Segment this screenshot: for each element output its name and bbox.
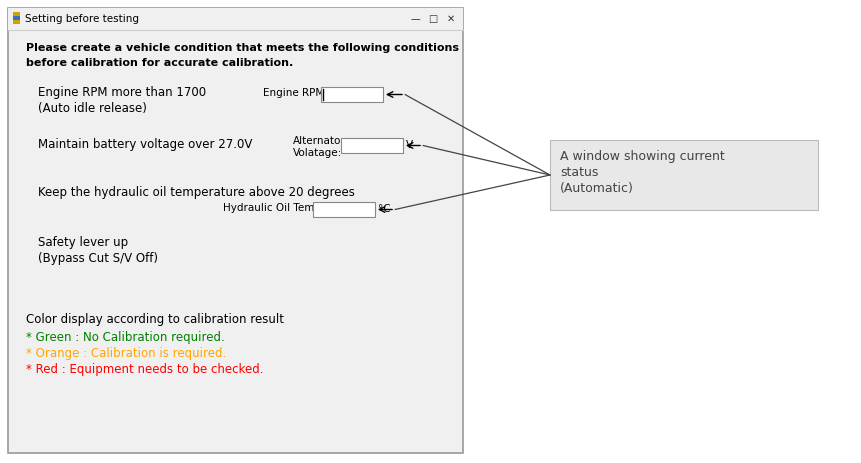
Text: Maintain battery voltage over 27.0V: Maintain battery voltage over 27.0V — [38, 138, 252, 151]
Text: Alternator: Alternator — [293, 136, 346, 146]
Text: □: □ — [429, 14, 437, 24]
Text: * Red : Equipment needs to be checked.: * Red : Equipment needs to be checked. — [26, 363, 263, 376]
Text: * Orange : Calibration is required.: * Orange : Calibration is required. — [26, 347, 226, 360]
Bar — [313, 202, 375, 217]
Text: (Auto idle release): (Auto idle release) — [38, 102, 147, 115]
Text: °C: °C — [378, 205, 391, 214]
Bar — [341, 138, 403, 153]
Text: V: V — [406, 140, 413, 150]
Text: ✕: ✕ — [447, 14, 455, 24]
Bar — [321, 87, 383, 102]
Text: Safety lever up: Safety lever up — [38, 236, 128, 249]
Bar — [550, 140, 818, 210]
Text: Engine RPM more than 1700: Engine RPM more than 1700 — [38, 86, 206, 99]
Text: before calibration for accurate calibration.: before calibration for accurate calibrat… — [26, 58, 294, 68]
Text: Engine RPM:: Engine RPM: — [263, 88, 328, 98]
Bar — [8, 8, 463, 30]
Text: Hydraulic Oil Temp:: Hydraulic Oil Temp: — [223, 203, 325, 213]
Text: * Green : No Calibration required.: * Green : No Calibration required. — [26, 331, 225, 344]
Bar — [13, 12, 20, 16]
Text: (Bypass Cut S/V Off): (Bypass Cut S/V Off) — [38, 252, 158, 265]
Text: status: status — [560, 166, 598, 179]
Text: Keep the hydraulic oil temperature above 20 degrees: Keep the hydraulic oil temperature above… — [38, 186, 355, 199]
Bar — [13, 20, 20, 24]
Text: —: — — [410, 14, 420, 24]
Text: Please create a vehicle condition that meets the following conditions: Please create a vehicle condition that m… — [26, 43, 459, 53]
Bar — [8, 8, 463, 453]
Text: Volatage:: Volatage: — [293, 148, 343, 158]
Text: Setting before testing: Setting before testing — [25, 14, 139, 24]
Text: A window showing current: A window showing current — [560, 150, 725, 163]
Text: Color display according to calibration result: Color display according to calibration r… — [26, 313, 284, 326]
Text: (Automatic): (Automatic) — [560, 182, 634, 195]
Bar — [13, 16, 20, 20]
